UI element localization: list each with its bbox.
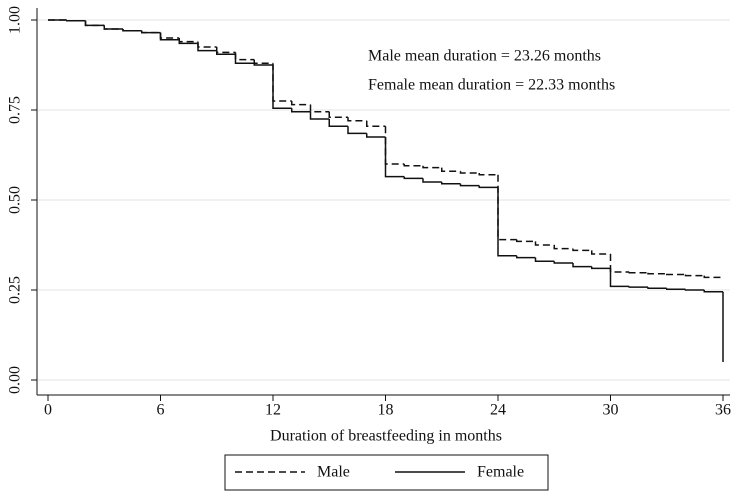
survival-step — [647, 287, 667, 289]
x-axis-title: Duration of breastfeeding in months — [270, 428, 502, 445]
survival-step — [291, 108, 311, 113]
survival-step — [328, 111, 348, 118]
x-tick-label: 12 — [265, 402, 281, 419]
survival-step — [234, 52, 255, 61]
survival-step — [666, 288, 686, 291]
survival-step — [666, 273, 686, 276]
survival-step — [253, 63, 273, 66]
survival-step — [159, 32, 180, 41]
survival-step — [272, 65, 292, 109]
survival-step — [572, 248, 592, 252]
survival-step — [309, 104, 330, 113]
y-tick-label: 0.50 — [7, 186, 24, 214]
survival-step — [572, 263, 592, 268]
survival-step — [422, 165, 442, 169]
x-tick-label: 24 — [490, 402, 506, 419]
survival-step — [272, 63, 292, 102]
survival-step — [178, 38, 198, 43]
survival-step — [84, 20, 105, 27]
survival-step — [516, 255, 536, 259]
survival-step — [141, 30, 161, 34]
survival-step — [234, 54, 255, 64]
survival-step — [478, 185, 498, 189]
survival-step — [628, 286, 648, 288]
annotation: Male mean duration = 23.26 months — [368, 48, 601, 65]
survival-step — [253, 59, 273, 64]
survival-step — [328, 119, 348, 127]
x-tick-label: 0 — [44, 402, 52, 419]
survival-step — [591, 266, 611, 270]
survival-step — [497, 187, 517, 257]
survival-step — [647, 272, 667, 275]
survival-step — [384, 137, 405, 178]
y-tick-label: 1.00 — [7, 6, 24, 34]
survival-step — [459, 171, 480, 174]
survival-step — [103, 25, 123, 30]
survival-step — [178, 39, 198, 45]
survival-step — [553, 261, 573, 264]
survival-step — [534, 241, 555, 246]
survival-step — [703, 275, 723, 279]
survival-step — [422, 178, 442, 183]
x-tick-label: 36 — [715, 402, 731, 419]
survival-step — [628, 271, 648, 274]
survival-step — [347, 117, 367, 122]
survival-step — [347, 126, 367, 135]
survival-step — [478, 173, 498, 176]
survival-step — [459, 183, 480, 187]
survival-step — [384, 126, 405, 165]
y-tick-label: 0.25 — [7, 276, 24, 304]
survival-step — [609, 268, 630, 288]
survival-step — [366, 133, 386, 138]
survival-step — [553, 245, 573, 250]
y-tick-label: 0.75 — [7, 96, 24, 124]
survival-step — [291, 101, 311, 106]
survival-step — [309, 111, 330, 120]
survival-step — [122, 29, 142, 32]
survival-step — [703, 290, 723, 293]
x-tick-label: 6 — [157, 402, 165, 419]
survival-step — [441, 167, 461, 172]
survival-step — [159, 32, 180, 39]
survival-step — [66, 19, 86, 22]
survival-step — [197, 43, 217, 52]
legend-label: Female — [477, 464, 524, 481]
legend-box — [224, 454, 549, 491]
survival-step — [609, 254, 630, 273]
survival-step — [534, 257, 555, 262]
survival-step — [516, 239, 536, 243]
survival-step — [591, 250, 611, 255]
survival-step — [216, 47, 236, 54]
survival-step — [441, 182, 461, 185]
survival-step — [197, 41, 217, 48]
survival-step — [684, 274, 705, 277]
survival-step — [497, 174, 517, 241]
survival-step — [403, 164, 423, 167]
legend-label: Male — [317, 464, 350, 481]
annotation: Female mean duration = 22.33 months — [368, 77, 615, 94]
survival-step — [366, 120, 386, 127]
survival-step — [216, 50, 236, 55]
survival-step — [684, 289, 705, 291]
y-tick-label: 0.00 — [7, 366, 24, 394]
x-tick-label: 30 — [603, 402, 619, 419]
x-tick-label: 18 — [378, 402, 394, 419]
survival-step — [403, 176, 423, 180]
